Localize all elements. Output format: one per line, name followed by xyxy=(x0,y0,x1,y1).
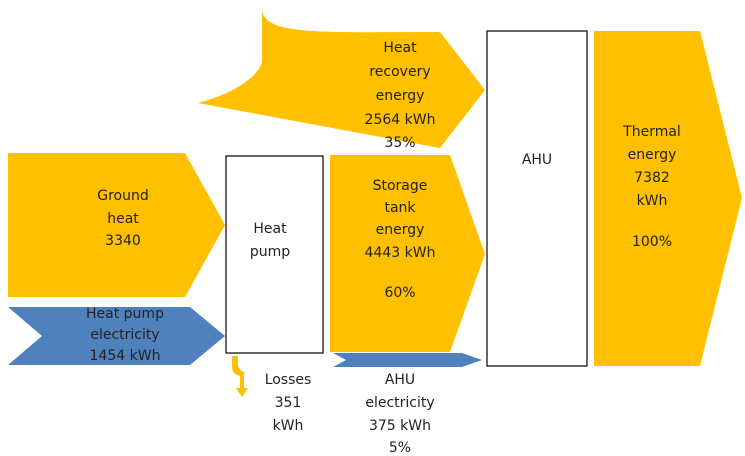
ahu-electricity-arrow xyxy=(333,353,482,367)
heat-pump-box xyxy=(225,155,324,354)
label: kWh xyxy=(637,193,668,209)
losses-arrow xyxy=(232,356,248,397)
label: recovery xyxy=(369,64,430,80)
label: Losses xyxy=(265,372,312,388)
thermal-arrow xyxy=(594,31,742,366)
label: kWh xyxy=(273,418,304,434)
label: 375 kWh xyxy=(369,418,431,434)
label: 4443 kWh xyxy=(365,245,436,261)
label: energy xyxy=(628,147,677,163)
label: Heat pump xyxy=(86,306,164,322)
ahu-box xyxy=(486,30,588,367)
label: AHU xyxy=(385,372,415,388)
label: heat xyxy=(107,211,139,227)
label: electricity xyxy=(365,395,434,411)
label: 5% xyxy=(389,440,411,456)
label: Thermal xyxy=(622,124,681,140)
label: 60% xyxy=(384,285,415,301)
label: tank xyxy=(384,200,416,216)
label: 100% xyxy=(632,234,672,250)
heat-pump-electricity-arrow xyxy=(8,307,225,365)
label: Ground xyxy=(97,188,149,204)
label: energy xyxy=(376,88,425,104)
label: energy xyxy=(376,222,425,238)
label: pump xyxy=(250,244,290,260)
storage-tank-arrow xyxy=(330,155,485,352)
label: AHU xyxy=(522,152,552,168)
label: Heat xyxy=(383,40,417,56)
labels: Heat recovery energy 2564 kWh 35% Ground… xyxy=(86,40,681,456)
heat-recovery-arrow xyxy=(198,8,485,148)
label: 7382 xyxy=(634,170,670,186)
label: 35% xyxy=(384,135,415,151)
label: Storage xyxy=(373,178,428,194)
label: Heat xyxy=(253,221,287,237)
label: 3340 xyxy=(105,233,141,249)
label: 1454 kWh xyxy=(90,348,161,364)
ground-heat-arrow xyxy=(8,153,225,297)
label: 2564 kWh xyxy=(365,112,436,128)
label: 351 xyxy=(275,395,302,411)
label: electricity xyxy=(90,327,159,343)
